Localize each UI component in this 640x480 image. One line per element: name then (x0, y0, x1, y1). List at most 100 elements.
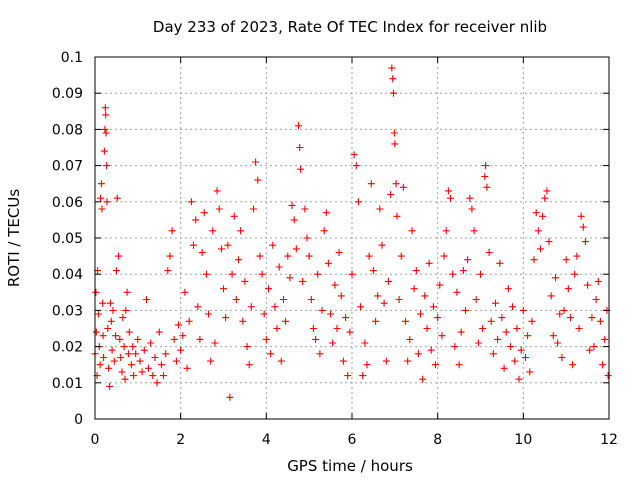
data-point (327, 310, 335, 318)
data-point (282, 317, 290, 325)
data-point (575, 325, 583, 332)
data-point (235, 256, 242, 264)
data-point (275, 263, 283, 271)
data-point (404, 357, 412, 365)
data-point (318, 306, 326, 314)
data-point (594, 277, 602, 285)
data-point (269, 241, 277, 249)
data-point (142, 296, 150, 303)
data-point (440, 252, 448, 260)
data-point (100, 354, 108, 361)
data-point (106, 382, 114, 390)
data-point (569, 361, 577, 369)
data-point (118, 368, 126, 376)
data-point (106, 299, 114, 307)
data-point (220, 285, 227, 293)
data-point (260, 310, 268, 318)
data-point (590, 343, 598, 351)
data-point (295, 122, 302, 130)
data-point (119, 314, 127, 322)
data-point (421, 292, 429, 300)
data-point (442, 227, 450, 235)
data-point (120, 343, 128, 351)
data-point (286, 274, 294, 282)
data-point (363, 361, 371, 369)
data-point (273, 325, 281, 332)
data-point (564, 285, 572, 293)
data-point (346, 328, 354, 336)
data-point (367, 180, 375, 188)
data-point (314, 270, 322, 278)
data-point (97, 180, 105, 188)
data-point (348, 270, 356, 278)
data-point (511, 357, 519, 365)
data-point (483, 183, 491, 191)
data-point (237, 227, 245, 235)
data-point (112, 332, 120, 340)
data-point (504, 285, 512, 293)
data-point (213, 187, 221, 195)
data-point (384, 277, 392, 285)
y-tick-label: 0.05 (52, 231, 83, 247)
data-point (339, 357, 347, 365)
data-point (573, 252, 581, 260)
data-point (436, 281, 444, 289)
data-point (515, 375, 523, 383)
y-tick-label: 0 (74, 412, 83, 428)
x-tick-label: 4 (262, 432, 271, 448)
data-point (604, 372, 612, 380)
data-point (459, 267, 467, 275)
data-point (541, 194, 549, 202)
data-point (200, 209, 208, 217)
data-point (545, 238, 553, 246)
data-point (474, 339, 482, 347)
data-point (451, 343, 459, 351)
data-point (97, 194, 105, 202)
data-point (477, 270, 484, 278)
data-points (91, 64, 612, 401)
data-point (543, 187, 551, 195)
data-point (449, 270, 457, 278)
data-point (522, 354, 529, 361)
data-point (160, 372, 167, 380)
data-point (116, 335, 124, 343)
data-point (121, 375, 129, 383)
data-point (232, 296, 240, 303)
data-point (395, 296, 403, 303)
data-point (166, 252, 174, 260)
data-point (168, 227, 176, 235)
data-point (359, 372, 367, 380)
data-point (307, 296, 315, 303)
data-point (172, 357, 180, 365)
data-point (155, 328, 163, 336)
data-point (513, 325, 521, 332)
data-point (333, 325, 341, 332)
data-point (388, 64, 396, 72)
data-point (387, 191, 395, 199)
data-point (254, 176, 262, 184)
data-point (94, 310, 102, 318)
data-point (453, 288, 461, 296)
data-point (127, 361, 135, 369)
data-point (228, 270, 236, 278)
data-point (500, 364, 508, 372)
data-point (215, 205, 223, 213)
data-point (256, 252, 264, 260)
data-point (209, 227, 217, 235)
data-point (528, 317, 536, 325)
data-point (466, 194, 474, 202)
data-point (552, 274, 559, 282)
data-point (92, 288, 100, 296)
data-point (361, 339, 369, 347)
data-point (292, 245, 300, 253)
data-point (277, 357, 285, 365)
data-point (185, 317, 193, 325)
axis-ticks: 0 2 4 6 8 10 12 0 0.01 0.02 0.03 0.04 0.05 0.06 0.07 0.… (52, 50, 618, 448)
data-point (560, 306, 568, 314)
data-point (105, 364, 113, 372)
data-point (108, 346, 116, 354)
data-point (530, 256, 538, 264)
data-point (537, 245, 544, 253)
data-point (181, 288, 189, 296)
